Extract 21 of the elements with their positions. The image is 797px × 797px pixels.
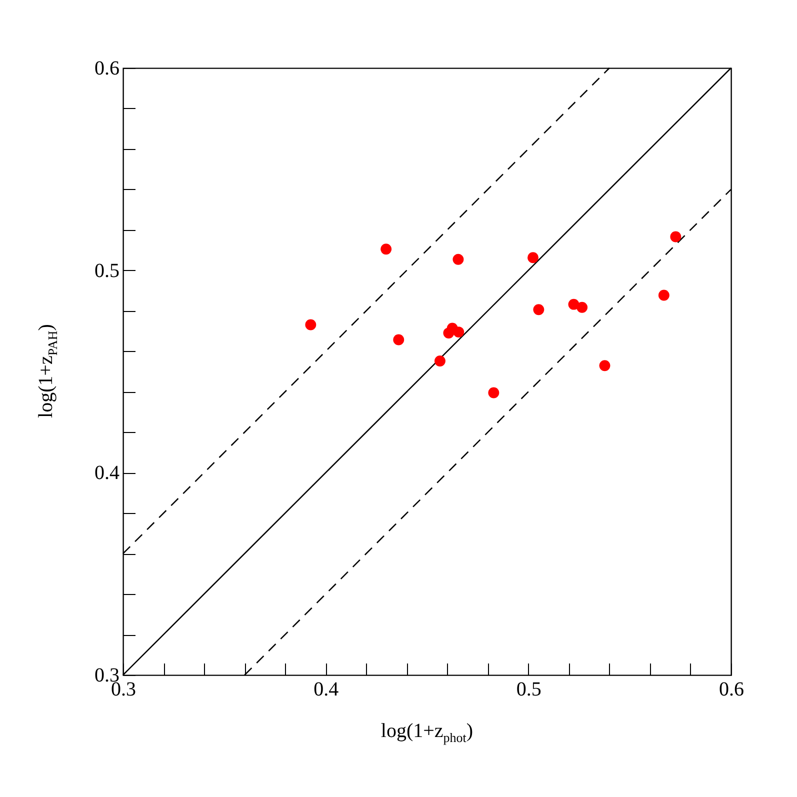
point (533, 304, 544, 316)
point (658, 290, 670, 301)
point (380, 244, 392, 255)
point (599, 360, 610, 372)
point (453, 326, 464, 338)
y-tick-label: 0.5 (94, 260, 120, 282)
y-tick-label: 0.4 (94, 462, 120, 484)
point (568, 298, 580, 310)
point (452, 254, 464, 265)
x-tick-label: 0.4 (314, 678, 339, 700)
point (305, 319, 316, 330)
x-tick-label: 0.5 (516, 678, 542, 700)
point (670, 231, 682, 242)
y-tick-label: 0.6 (94, 58, 120, 80)
point (488, 387, 500, 398)
point (576, 302, 588, 313)
point (434, 356, 446, 366)
x-tick-label: 0.6 (719, 678, 744, 700)
point (528, 252, 538, 264)
point (393, 334, 404, 346)
x-axis-title: log(1+z$_{phot}$) (380, 720, 474, 746)
